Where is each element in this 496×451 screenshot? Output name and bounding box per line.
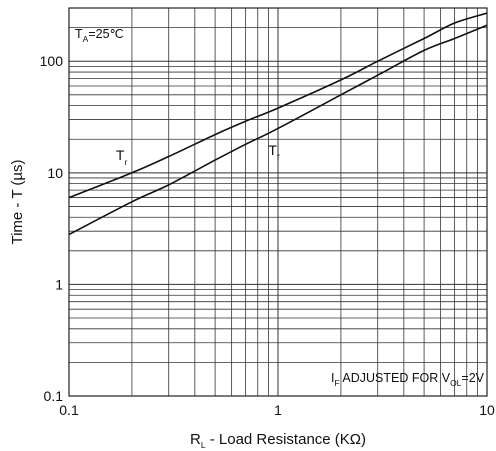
cond-p3: =2V — [461, 371, 484, 385]
y-tick-label: 1 — [55, 276, 63, 292]
temperature-annotation: TA=25℃ — [75, 27, 124, 44]
temp-main: T — [75, 27, 83, 41]
grid — [69, 8, 487, 396]
condition-annotation: IF ADJUSTED FOR VOL=2V — [331, 371, 485, 388]
xlabel-rest: - Load Resistance (KΩ) — [206, 431, 366, 448]
x-tick-label: 10 — [479, 402, 495, 418]
cond-p1: I — [331, 371, 334, 385]
series-label-tf: Tf — [268, 142, 280, 162]
xlabel-main: R — [190, 431, 201, 448]
y-tick-label: 0.1 — [44, 388, 64, 404]
tf-main: T — [268, 142, 277, 158]
tf-sub: f — [277, 152, 280, 162]
series-lines — [68, 12, 488, 236]
y-tick-label: 100 — [40, 53, 64, 69]
cond-p2: ADJUSTED FOR V — [340, 371, 451, 385]
tr-main: T — [116, 147, 125, 163]
temp-sub: A — [83, 34, 89, 44]
cond-s1: F — [334, 378, 339, 388]
cond-s2: OL — [450, 378, 462, 388]
series-line-tf — [68, 24, 488, 236]
plot-frame — [68, 7, 488, 397]
x-tick-label: 1 — [274, 402, 282, 418]
tr-sub: r — [124, 157, 127, 167]
temp-rest: =25℃ — [88, 27, 123, 41]
x-axis-title: RL - Load Resistance (KΩ) — [190, 431, 366, 450]
xlabel-sub: L — [201, 440, 206, 450]
series-line-tr — [68, 12, 488, 199]
series-label-tr: Tr — [116, 147, 128, 167]
tick-labels: 0.1 1 10 0.1 1 10 100 — [40, 53, 495, 418]
x-tick-label: 0.1 — [59, 402, 79, 418]
y-tick-label: 10 — [47, 165, 63, 181]
y-axis-title: Time - T (µs) — [9, 159, 26, 244]
